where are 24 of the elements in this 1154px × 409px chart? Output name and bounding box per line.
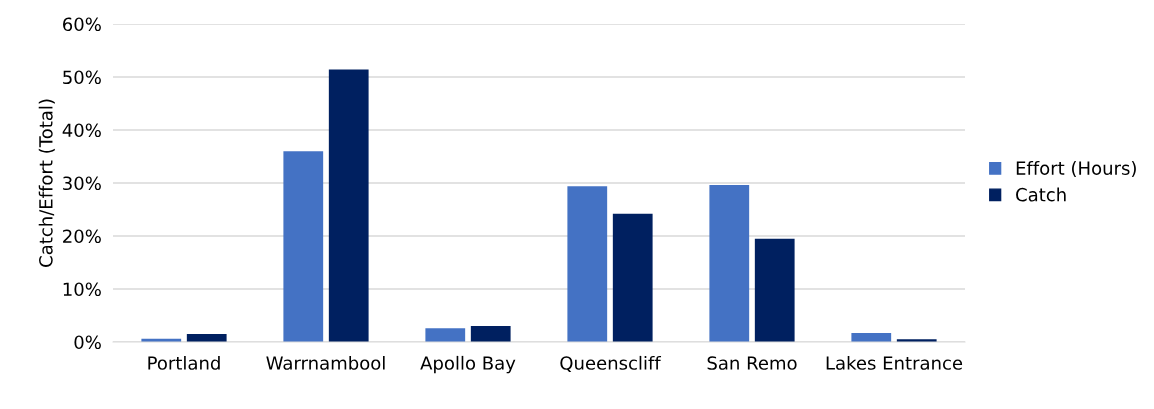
- bar: [425, 328, 466, 342]
- y-tick-label: 10%: [63, 282, 101, 297]
- legend-label: Effort (Hours): [1016, 161, 1136, 178]
- y-tick-label: 30%: [63, 176, 101, 191]
- x-tick-label: San Remo: [707, 356, 797, 370]
- x-tick-label: Warrnambool: [266, 355, 385, 370]
- bar: [612, 213, 653, 342]
- bar: [328, 69, 369, 342]
- bar: [567, 186, 608, 342]
- y-tick-label: 60%: [63, 17, 101, 32]
- y-tick-label: 0%: [74, 335, 101, 350]
- bar: [709, 185, 750, 342]
- bar: [754, 238, 795, 342]
- x-tick-label: Lakes Entrance: [826, 355, 963, 370]
- x-tick-label: Apollo Bay: [420, 355, 516, 374]
- bar: [283, 151, 324, 342]
- y-tick-label: 40%: [62, 123, 101, 138]
- y-tick-label: 20%: [63, 229, 101, 244]
- x-tick-label: Portland: [148, 355, 220, 370]
- legend-label: Catch: [1016, 187, 1066, 202]
- y-tick-label: 50%: [63, 70, 101, 85]
- bar: [470, 326, 511, 342]
- x-tick-label: Queenscliff: [560, 355, 662, 372]
- y-axis-title: Catch/Effort (Total): [38, 99, 55, 267]
